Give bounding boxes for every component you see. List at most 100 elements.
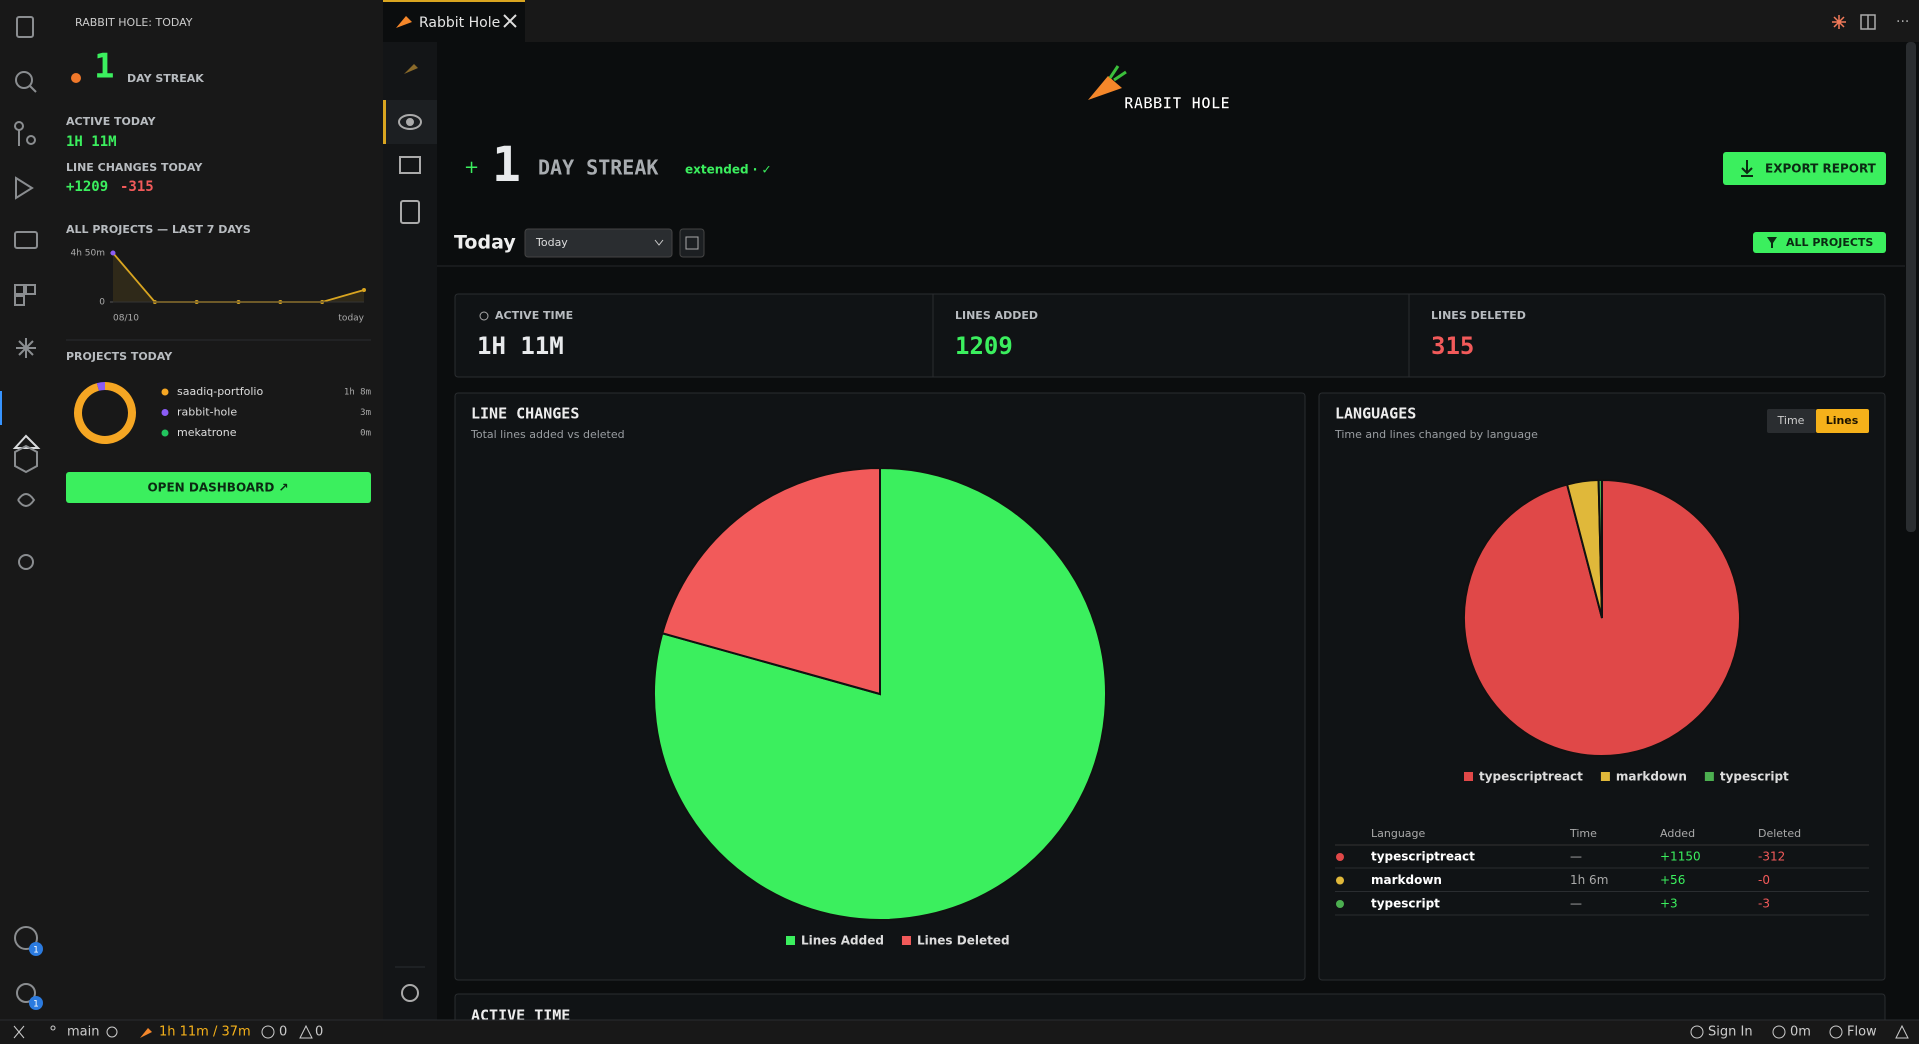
run-icon[interactable] xyxy=(15,176,34,200)
timer[interactable]: 1h 11m / 37m xyxy=(159,1025,251,1040)
webview-settings[interactable] xyxy=(401,984,419,1002)
logo-carrot xyxy=(1088,76,1122,100)
table-header: Language xyxy=(1371,827,1426,840)
row-dot xyxy=(1336,853,1344,861)
legend-label: rabbit-hole xyxy=(177,406,237,419)
y-tick-label: 4h 50m xyxy=(70,249,105,259)
table-cell: typescriptreact xyxy=(1371,850,1475,864)
sync-icon[interactable] xyxy=(106,1026,118,1038)
toggle-time[interactable] xyxy=(1767,409,1816,433)
account-icon[interactable] xyxy=(14,926,38,950)
toggle-label: Lines xyxy=(1826,414,1859,427)
x-tick-label: today xyxy=(338,314,364,324)
warnings[interactable]: 0 xyxy=(315,1025,323,1040)
row-dot xyxy=(1336,900,1344,908)
python-icon[interactable] xyxy=(17,493,36,507)
calendar-button[interactable] xyxy=(679,228,705,258)
legend-value: 1h 8m xyxy=(344,388,371,398)
streak-label: DAY STREAK xyxy=(538,156,658,180)
card-subtitle: Total lines added vs deleted xyxy=(470,428,625,441)
table-cell: -312 xyxy=(1758,850,1785,864)
report-icon[interactable] xyxy=(400,200,420,224)
table-cell: — xyxy=(1570,850,1582,864)
badge xyxy=(29,996,43,1010)
added-value: +1209 xyxy=(66,179,108,195)
legend-swatch xyxy=(1704,772,1714,781)
pie-slice xyxy=(653,466,1107,921)
changes-label: LINE CHANGES TODAY xyxy=(66,161,203,174)
export-button[interactable] xyxy=(1723,152,1886,185)
sign-in[interactable]: Sign In xyxy=(1708,1025,1753,1040)
explorer-icon[interactable] xyxy=(16,16,34,38)
stat-label: LINES ADDED xyxy=(955,309,1038,322)
table-cell: +56 xyxy=(1660,873,1685,887)
notifications[interactable] xyxy=(1895,1024,1909,1039)
pie-slice xyxy=(661,466,881,696)
toggle-label: Time xyxy=(1777,414,1805,427)
history-icon xyxy=(1772,1025,1786,1039)
legend-swatch xyxy=(786,936,795,945)
period-select[interactable] xyxy=(524,228,673,258)
gallery-icon[interactable] xyxy=(399,156,421,174)
filter-icon xyxy=(1767,237,1777,248)
flow[interactable]: Flow xyxy=(1847,1025,1877,1040)
extensions-icon[interactable] xyxy=(14,284,25,295)
tab-close[interactable] xyxy=(503,14,517,28)
legend-swatch xyxy=(1464,772,1473,781)
timer-icon xyxy=(140,1028,152,1038)
legend-swatch xyxy=(901,936,911,945)
ai-action[interactable] xyxy=(1832,15,1846,29)
deleted-value: -315 xyxy=(120,179,154,195)
search-icon[interactable] xyxy=(15,71,33,89)
table-header: Deleted xyxy=(1758,827,1801,840)
stat-value: 1209 xyxy=(955,332,1013,360)
tab-icon xyxy=(396,16,412,28)
activity-icons xyxy=(12,16,41,1003)
more-action[interactable]: ··· xyxy=(1896,14,1909,30)
table-cell: markdown xyxy=(1371,873,1442,887)
legend-swatch xyxy=(1600,772,1610,781)
scrollbar xyxy=(1906,42,1916,532)
sparkline-point xyxy=(110,250,116,256)
flow-icon xyxy=(1829,1025,1843,1039)
card-subtitle: Time and lines changed by language xyxy=(1334,428,1538,441)
sidebar-header: RABBIT HOLE: TODAY xyxy=(75,16,193,29)
legend-label: Lines Added xyxy=(801,934,884,948)
paw-icon[interactable] xyxy=(18,554,34,570)
branch[interactable]: main xyxy=(67,1025,99,1040)
table-cell: typescript xyxy=(1371,897,1440,911)
stat-label: ACTIVE TIME xyxy=(495,309,573,322)
stat-label: LINES DELETED xyxy=(1431,309,1526,322)
overview-icon[interactable] xyxy=(398,114,422,130)
status-bar xyxy=(0,1020,1919,1044)
table-header: Time xyxy=(1569,827,1597,840)
package-icon[interactable] xyxy=(14,444,38,474)
legend-label: Lines Deleted xyxy=(917,934,1010,948)
legend-dot xyxy=(161,429,169,437)
remote-indicator[interactable] xyxy=(13,1025,25,1039)
period-title: Today xyxy=(454,232,516,254)
calendar-icon xyxy=(685,236,699,250)
stat-value: 1H 11M xyxy=(477,332,564,360)
errors[interactable]: 0 xyxy=(279,1025,287,1040)
ai-icon[interactable] xyxy=(16,338,36,358)
donut-segment xyxy=(74,382,136,444)
toggle-lines[interactable] xyxy=(1816,409,1869,433)
badge-text: 1 xyxy=(33,946,39,956)
editor-actions xyxy=(1832,14,1876,30)
settings-icon[interactable] xyxy=(16,983,36,1003)
webview-strip xyxy=(383,42,437,1020)
remote-icon[interactable] xyxy=(14,231,38,249)
table-cell: 1h 6m xyxy=(1570,873,1608,887)
sparkline-area xyxy=(113,253,364,302)
legend-value: 3m xyxy=(360,408,371,418)
row-dot xyxy=(1336,876,1344,885)
filter-button[interactable] xyxy=(1753,232,1886,253)
history[interactable]: 0m xyxy=(1790,1025,1811,1040)
legend-value: 0m xyxy=(360,429,371,439)
active-label: ACTIVE TODAY xyxy=(66,115,156,128)
table-cell: +3 xyxy=(1660,897,1678,911)
donut-segment xyxy=(96,382,106,391)
sparkline-title: ALL PROJECTS — LAST 7 DAYS xyxy=(66,223,251,236)
open-dashboard-button[interactable] xyxy=(66,472,371,503)
